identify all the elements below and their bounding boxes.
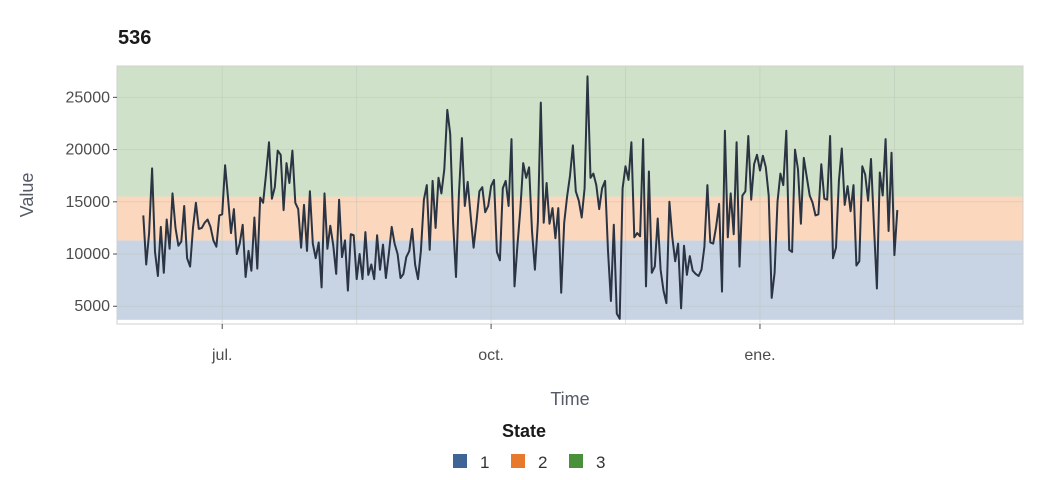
- x-axis-ticks: jul. oct. ene.: [211, 324, 776, 364]
- state-band-1: [117, 240, 1023, 320]
- legend-items: 1 2 3: [453, 453, 605, 472]
- plot-panel-border: [116, 65, 1024, 325]
- y-tick-label: 20000: [66, 142, 111, 159]
- series-line-group: [142, 75, 899, 320]
- legend-label-3: 3: [596, 453, 605, 472]
- y-tick-label: 15000: [66, 194, 111, 211]
- series-line: [142, 75, 899, 320]
- x-tick-label: oct.: [478, 347, 504, 364]
- legend-swatch-1: [453, 454, 467, 468]
- y-tick-label: 25000: [66, 89, 111, 106]
- x-axis-title: Time: [550, 389, 589, 409]
- x-tick-label: jul.: [211, 347, 232, 364]
- legend: State 1 2 3: [453, 421, 605, 472]
- y-axis-title: Value: [17, 173, 37, 218]
- legend-swatch-2: [511, 454, 525, 468]
- y-tick-label: 10000: [66, 246, 111, 263]
- legend-swatch-3: [569, 454, 583, 468]
- chart-title: 536: [118, 27, 151, 49]
- legend-title: State: [502, 421, 546, 441]
- x-tick-label: ene.: [744, 347, 775, 364]
- y-tick-label: 5000: [74, 298, 110, 315]
- legend-label-1: 1: [480, 453, 489, 472]
- y-axis-ticks: 5000 10000 15000 20000 25000: [66, 89, 117, 315]
- legend-label-2: 2: [538, 453, 547, 472]
